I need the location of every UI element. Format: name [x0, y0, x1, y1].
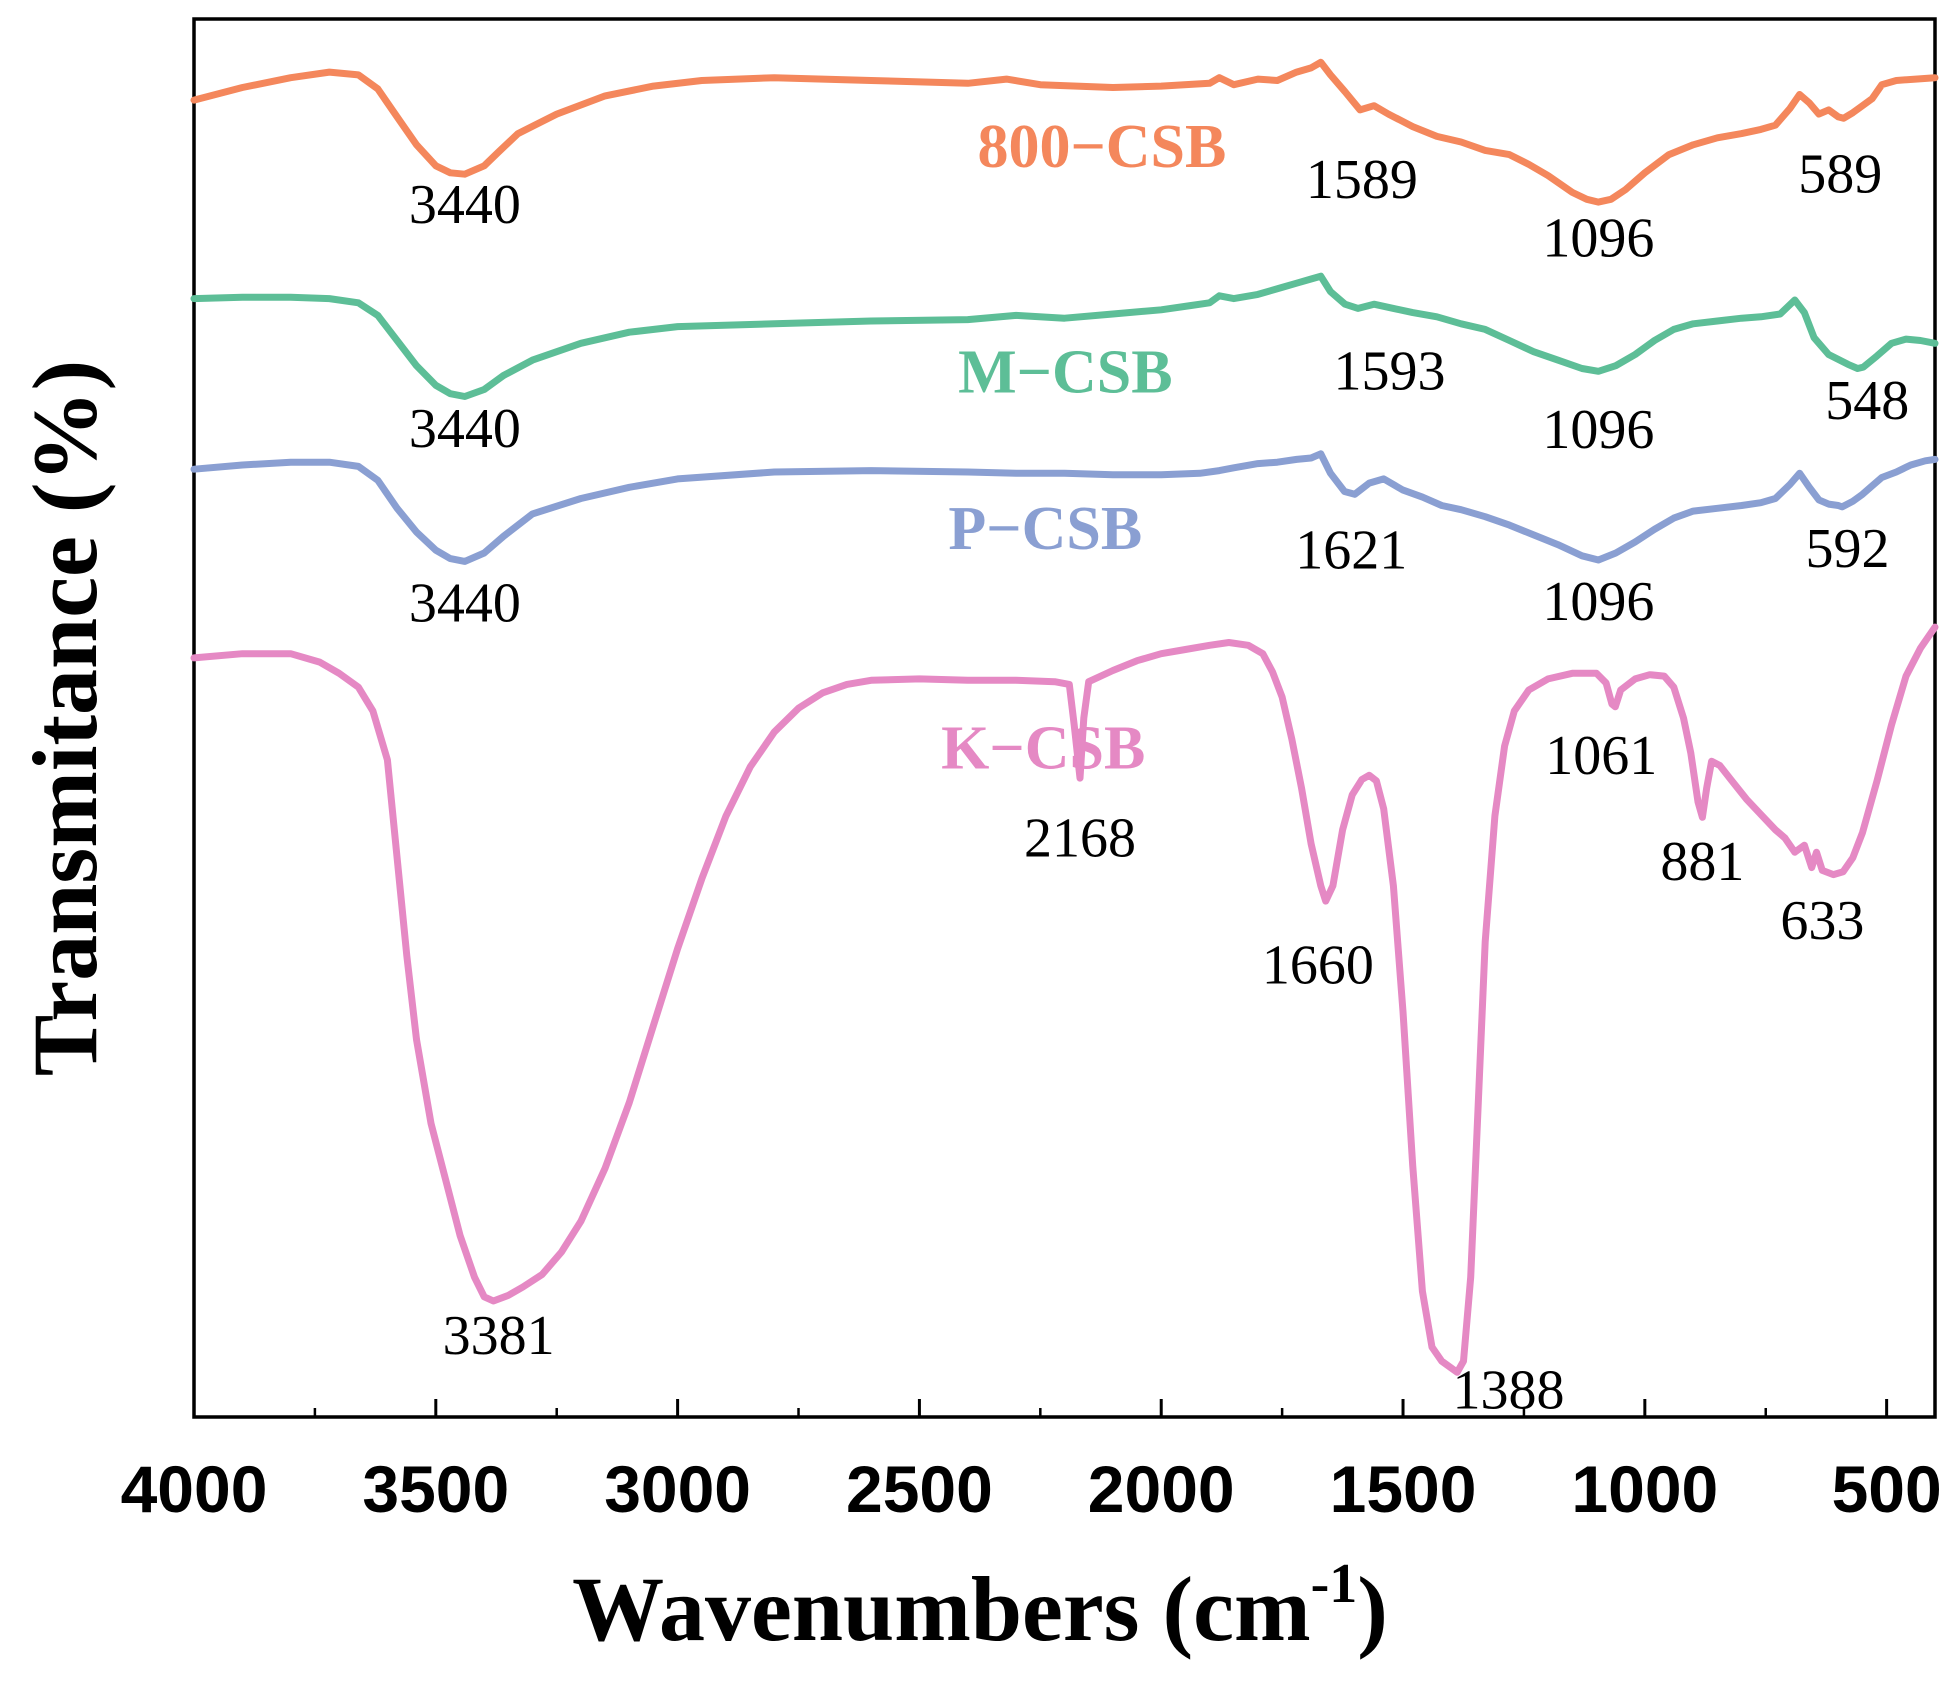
- peak-label-p-csb-1621: 1621: [1295, 519, 1407, 581]
- peak-label-p-csb-3440: 3440: [409, 573, 521, 635]
- series-label-800-csb: 800−CSB: [977, 113, 1226, 181]
- series-p-csb: P−CSB 3440 1621 1096 592: [190, 450, 1939, 635]
- series-line-p-csb: [190, 450, 1939, 565]
- peak-label-800-csb-1589: 1589: [1306, 149, 1418, 211]
- peak-label-k-csb-1388: 1388: [1452, 1360, 1564, 1422]
- peak-label-800-csb-589: 589: [1798, 143, 1882, 205]
- peak-label-m-csb-1593: 1593: [1333, 340, 1445, 402]
- peak-label-p-csb-592: 592: [1805, 518, 1889, 580]
- series-m-csb: M−CSB 3440 1593 1096 548: [190, 272, 1939, 461]
- peak-label-k-csb-2168: 2168: [1024, 807, 1136, 869]
- series-layer: 800−CSB 3440 1589 1096 589 M−CSB 3440 1593 1096 5…: [190, 58, 1939, 1422]
- peak-label-k-csb-3381: 3381: [443, 1305, 555, 1367]
- x-tick-label-3500: 3500: [362, 1452, 509, 1526]
- y-axis-title: Transmitance (%): [14, 360, 116, 1076]
- x-tick-label-2500: 2500: [846, 1452, 993, 1526]
- peak-label-800-csb-3440: 3440: [409, 174, 521, 236]
- x-axis-ticks: 4000 3500 3000 2500 2000 1500 1000 500: [121, 1399, 1942, 1526]
- series-label-m-csb: M−CSB: [958, 338, 1172, 406]
- peak-label-m-csb-1096: 1096: [1542, 399, 1654, 461]
- series-line-k-csb: [190, 623, 1939, 1376]
- x-tick-label-3000: 3000: [604, 1452, 751, 1526]
- peak-label-800-csb-1096: 1096: [1542, 208, 1654, 270]
- plot-frame: [192, 17, 1937, 1419]
- x-tick-label-1000: 1000: [1571, 1452, 1718, 1526]
- series-line-800-csb: [190, 58, 1939, 206]
- x-tick-label-1500: 1500: [1330, 1452, 1477, 1526]
- peak-label-k-csb-1660: 1660: [1262, 935, 1374, 997]
- x-axis-title: Wavenumbers (cm-1): [572, 1553, 1388, 1660]
- peak-label-k-csb-633: 633: [1780, 890, 1864, 952]
- peak-label-k-csb-881: 881: [1660, 831, 1744, 893]
- x-tick-label-4000: 4000: [121, 1452, 268, 1526]
- peak-label-k-csb-1061: 1061: [1545, 725, 1657, 787]
- series-800-csb: 800−CSB 3440 1589 1096 589: [190, 58, 1939, 270]
- peak-label-m-csb-3440: 3440: [409, 398, 521, 460]
- series-label-p-csb: P−CSB: [948, 495, 1142, 563]
- x-tick-label-2000: 2000: [1088, 1452, 1235, 1526]
- series-label-k-csb: K−CSB: [941, 714, 1145, 782]
- series-line-m-csb: [190, 272, 1939, 400]
- peak-label-p-csb-1096: 1096: [1542, 571, 1654, 633]
- peak-label-m-csb-548: 548: [1825, 370, 1909, 432]
- x-tick-label-500: 500: [1832, 1452, 1942, 1526]
